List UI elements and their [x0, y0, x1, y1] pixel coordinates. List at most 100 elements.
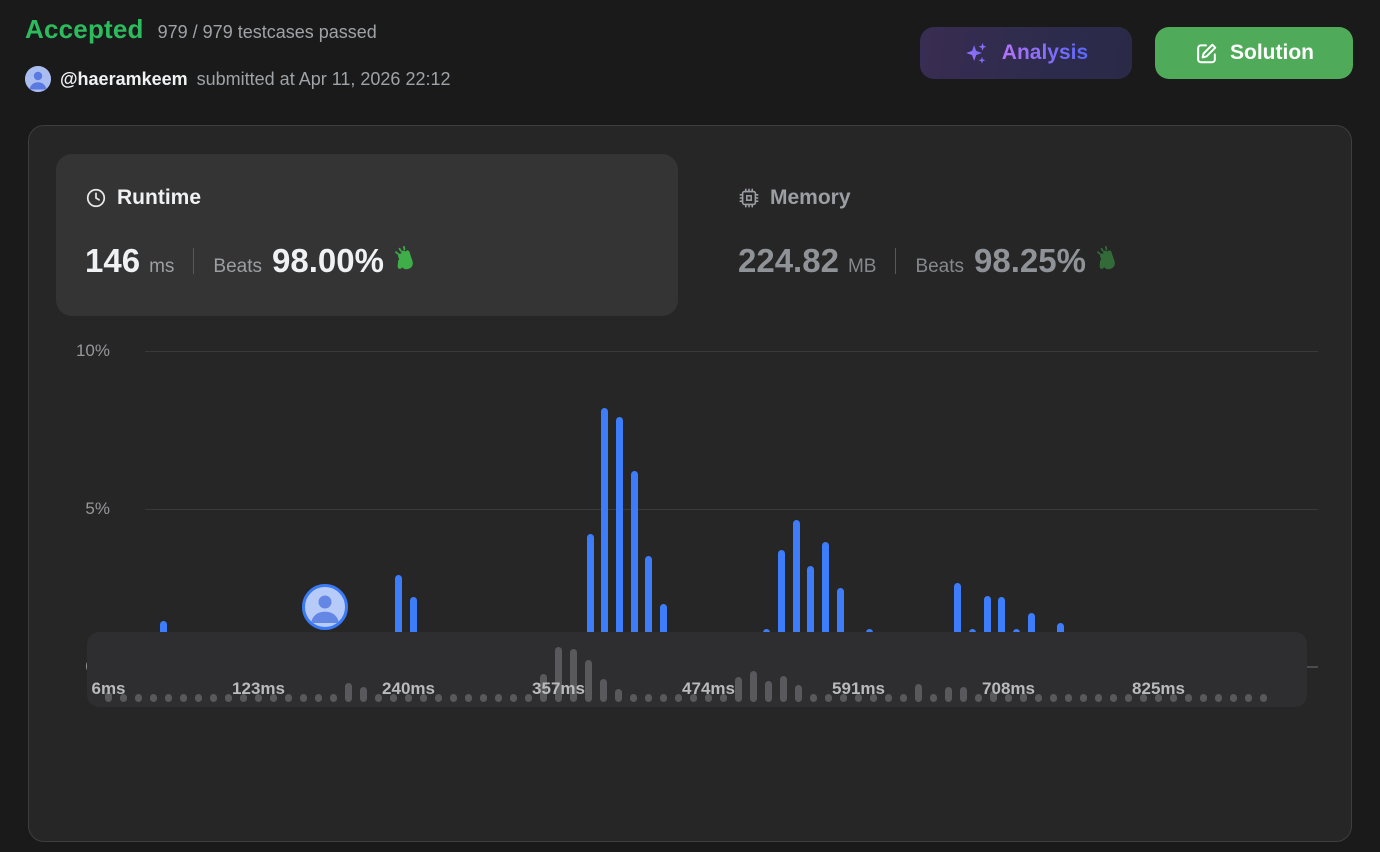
brush-bar: [750, 670, 757, 702]
runtime-bar[interactable]: [601, 407, 609, 667]
brush-bar: [285, 694, 292, 702]
brush-bar: [1080, 694, 1087, 702]
brush-bar: [120, 694, 127, 702]
solution-button[interactable]: Solution: [1155, 27, 1353, 79]
analysis-button[interactable]: Analysis: [920, 27, 1132, 79]
brush-bar: [840, 694, 847, 702]
brush-bar: [900, 694, 907, 702]
runtime-bar[interactable]: [821, 542, 829, 667]
brush-bar: [735, 677, 742, 702]
brush-bar: [1200, 694, 1207, 702]
brush-bar: [780, 675, 787, 702]
brush-bar: [1020, 692, 1027, 702]
brush-bar: [915, 684, 922, 702]
distribution-card: Runtime 146 ms Beats 98.00%: [28, 125, 1352, 842]
memory-title-row: Memory: [738, 186, 851, 210]
brush-bar: [1065, 694, 1072, 702]
brush-bar: [270, 694, 277, 702]
brush-bar: [330, 694, 337, 702]
brush-bar: [825, 693, 832, 702]
runtime-bar[interactable]: [954, 583, 962, 667]
chip-icon: [739, 188, 759, 208]
runtime-bar[interactable]: [645, 556, 653, 667]
runtime-beats-label: Beats: [213, 256, 262, 277]
brush-tick-label: 708ms: [982, 679, 1035, 698]
gridline: [145, 508, 1318, 510]
brush-bar: [360, 687, 367, 702]
submission-meta: @haeramkeem submitted at Apr 11, 2026 22…: [25, 66, 451, 92]
y-tick-label: 5%: [85, 499, 110, 518]
brush-bar: [1110, 694, 1117, 702]
brush-bar: [525, 694, 532, 702]
brush-bar: [615, 688, 622, 702]
sparkles-icon: [966, 42, 987, 64]
brush-bar: [1185, 694, 1192, 702]
analysis-button-label: Analysis: [1001, 41, 1089, 64]
brush-bar: [630, 694, 637, 702]
brush-bar: [960, 687, 967, 702]
memory-values-row: 224.82 MB Beats 98.25%: [738, 242, 1123, 280]
tab-runtime[interactable]: Runtime 146 ms Beats 98.00%: [56, 154, 678, 316]
runtime-bar[interactable]: [777, 550, 785, 667]
memory-beats-value: 98.25%: [974, 242, 1086, 279]
brush-bar: [1140, 694, 1147, 702]
brush-bar: [1245, 694, 1252, 702]
brush-bar: [1260, 694, 1267, 702]
brush-bar: [765, 680, 772, 702]
brush-bar: [150, 694, 157, 702]
runtime-bar[interactable]: [792, 520, 800, 667]
brush-tick-label: 825ms: [1132, 679, 1185, 698]
brush-bar: [870, 694, 877, 702]
brush-bar: [585, 660, 592, 702]
runtime-bar[interactable]: [630, 471, 638, 667]
brush-bar: [690, 694, 697, 702]
person-avatar-icon: [25, 66, 51, 92]
brush-bar: [975, 693, 982, 702]
brush-bar: [390, 694, 397, 702]
username: @haeramkeem: [60, 68, 188, 89]
person-avatar-icon: [311, 595, 339, 623]
brush-bar: [990, 690, 997, 702]
brush-bar: [435, 694, 442, 702]
status-accepted: Accepted: [25, 14, 144, 44]
brush-bar: [420, 694, 427, 702]
brush-bar: [405, 694, 412, 702]
brush-tick-label: 240ms: [382, 679, 435, 698]
brush-bar: [1125, 694, 1132, 702]
runtime-label: Runtime: [117, 186, 201, 209]
brush-bar: [300, 694, 307, 702]
brush-bar: [375, 694, 382, 702]
memory-label: Memory: [770, 186, 851, 209]
runtime-bar[interactable]: [983, 595, 991, 667]
brush-bar: [930, 693, 937, 702]
brush-bar: [210, 694, 217, 702]
brush-bar: [450, 694, 457, 702]
brush-bar: [675, 694, 682, 702]
gridline: [145, 350, 1318, 352]
brush-bar: [600, 678, 607, 702]
brush-bar: [570, 649, 577, 702]
waving-hand-icon: [1095, 245, 1123, 278]
runtime-bar[interactable]: [616, 417, 623, 667]
result-header: Accepted 979 / 979 testcases passed: [25, 14, 377, 45]
brush-bar: [225, 694, 232, 702]
brush-bar: [495, 694, 502, 702]
runtime-bar[interactable]: [395, 575, 403, 667]
brush-bar: [660, 694, 667, 702]
brush-bar: [1005, 694, 1012, 702]
runtime-bar[interactable]: [586, 534, 594, 667]
brush-bar: [645, 694, 652, 702]
chart-brush[interactable]: 6ms 123ms 240ms 357ms 474ms 591ms 708ms 825ms: [87, 632, 1307, 707]
runtime-bar[interactable]: [807, 565, 815, 667]
brush-bar: [255, 694, 262, 702]
brush-bar: [1230, 694, 1237, 702]
runtime-bar[interactable]: [836, 588, 844, 667]
submitted-at: submitted at Apr 11, 2026 22:12: [196, 68, 451, 89]
tab-memory[interactable]: Memory 224.82 MB Beats 98.25%: [738, 154, 1328, 316]
user-runtime-marker: [302, 584, 348, 630]
brush-bar: [105, 692, 112, 702]
brush-bar: [705, 694, 712, 702]
runtime-value: 146: [85, 242, 141, 279]
brush-bar: [180, 694, 187, 702]
testcases-passed: 979 / 979 testcases passed: [157, 22, 377, 42]
